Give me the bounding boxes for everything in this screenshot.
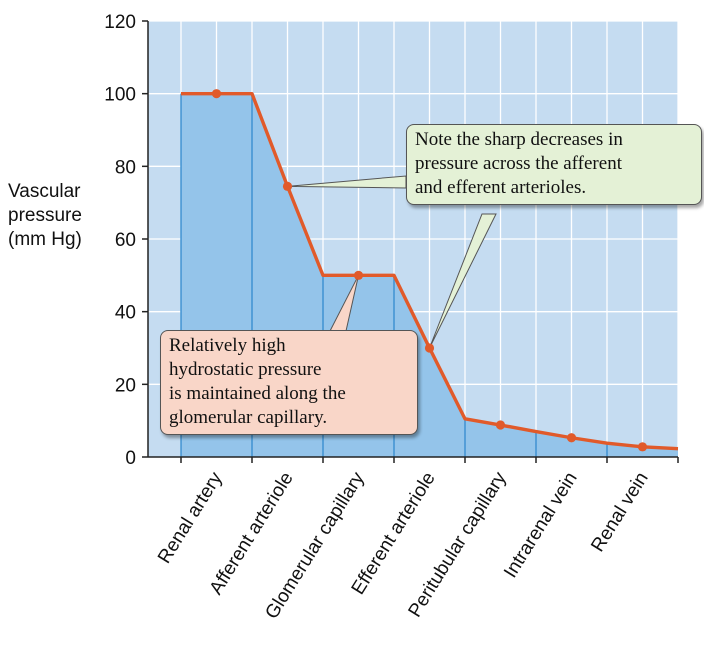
annotation-line: and efferent arterioles. [415, 177, 587, 198]
annotation-line: pressure across the afferent [415, 153, 622, 174]
data-point [211, 89, 222, 99]
data-markers [211, 89, 648, 452]
annotation-line: Relatively high [169, 335, 286, 356]
data-point [495, 420, 506, 430]
annotation-glomerular-pressure: Relatively high hydrostatic pressure is … [160, 330, 418, 435]
data-point [282, 181, 293, 191]
y-axis-label-line: (mm Hg) [8, 229, 82, 250]
annotation-line: hydrostatic pressure [169, 359, 322, 380]
annotation-line: Note the sharp decreases in [415, 129, 623, 150]
y-tick-label: 40 [115, 303, 136, 324]
callout-pointer-efferent [429, 213, 497, 349]
y-tick-labels: 0 20 40 60 80 100 120 [104, 12, 136, 469]
data-point [566, 433, 577, 443]
data-point [353, 270, 364, 280]
annotation-line: is maintained along the [169, 383, 346, 404]
x-tick-label: Intrarenal vein [500, 469, 582, 582]
data-point [424, 343, 435, 353]
y-tick-label: 20 [115, 375, 136, 396]
x-tick-label: Renal vein [587, 469, 652, 556]
y-axis-label-line: Vascular [8, 181, 81, 202]
y-tick-label: 0 [125, 448, 136, 469]
axes [142, 20, 679, 463]
y-tick-label: 120 [104, 12, 136, 33]
annotation-sharp-decreases: Note the sharp decreases in pressure acr… [406, 124, 702, 205]
y-tick-label: 80 [115, 157, 136, 178]
y-axis-label-line: pressure [8, 205, 82, 226]
y-tick-label: 60 [115, 230, 136, 251]
x-tick-label: Renal artery [154, 468, 227, 567]
y-axis-label: Vascular pressure (mm Hg) [8, 180, 108, 252]
data-point [637, 442, 648, 452]
callout-pointers [287, 175, 497, 349]
y-tick-label: 100 [104, 85, 136, 106]
annotation-line: glomerular capillary. [169, 407, 328, 428]
